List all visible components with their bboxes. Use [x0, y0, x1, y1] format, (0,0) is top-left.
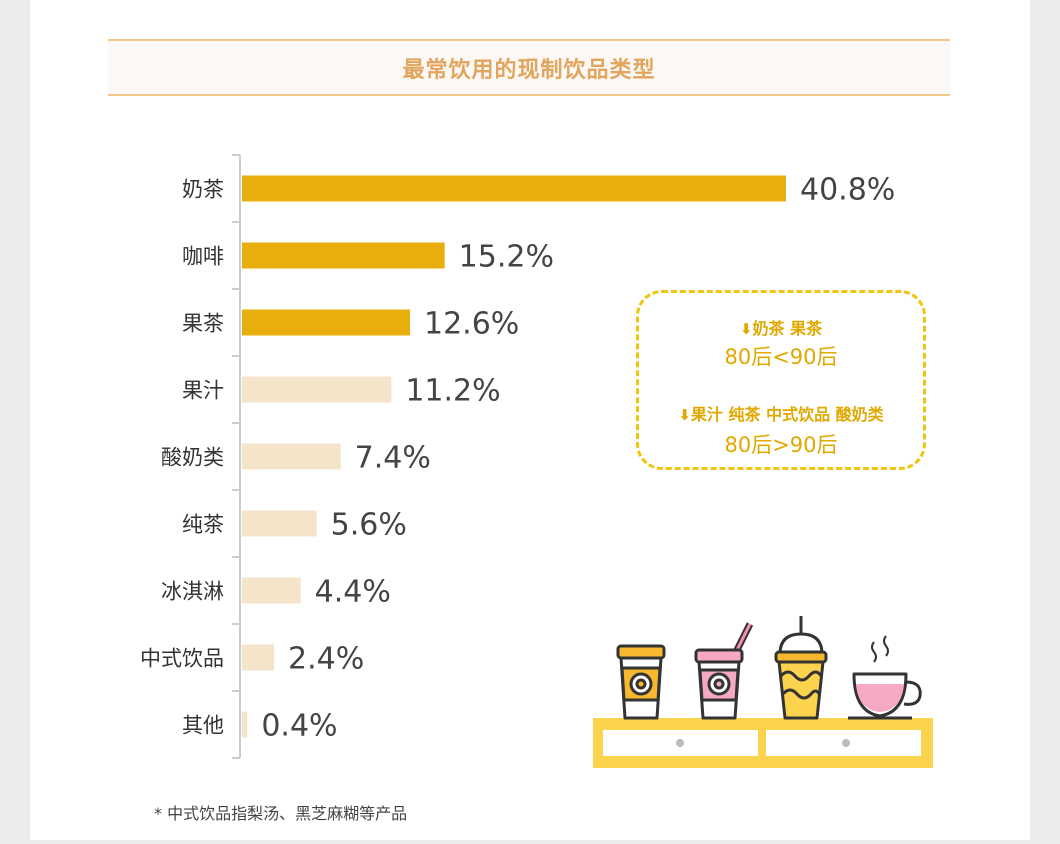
bar-4	[242, 376, 392, 403]
callout-text-1: 奶茶 果茶	[752, 319, 823, 338]
frappe-cup-icon	[774, 616, 828, 720]
bar-9	[242, 711, 248, 738]
value-label: 4.4%	[315, 575, 391, 610]
category-label: 其他	[182, 714, 224, 738]
category-label: 中式饮品	[140, 647, 224, 671]
callout-line-2: 80后<90后	[724, 345, 838, 369]
coffee-cup-icon	[616, 644, 666, 720]
bar-1	[242, 175, 786, 202]
down-arrow-icon: ⬇	[678, 406, 691, 424]
down-arrow-icon: ⬇	[739, 320, 753, 338]
chart-title: 最常饮用的现制饮品类型	[402, 57, 656, 83]
value-label: 11.2%	[405, 374, 500, 409]
bar-7	[242, 577, 301, 604]
category-label: 果茶	[182, 312, 224, 336]
value-label: 7.4%	[355, 441, 431, 476]
generation-callout: ⬇奶茶 果茶 80后<90后 ⬇果汁 纯茶 中式饮品 酸奶类 80后>90后	[636, 290, 926, 470]
value-label: 15.2%	[459, 240, 554, 275]
tea-cup-icon	[848, 635, 922, 720]
category-label: 纯茶	[182, 513, 224, 537]
category-label: 咖啡	[182, 245, 224, 269]
callout-line-4: 80后>90后	[724, 433, 838, 457]
callout-line-1: ⬇奶茶 果茶	[639, 315, 923, 339]
bar-3	[242, 309, 410, 336]
drinks-illustration	[593, 616, 933, 768]
category-label: 冰淇淋	[161, 580, 224, 604]
shelf-icon	[593, 718, 933, 768]
chart-card: 最常饮用的现制饮品类型 奶茶 40.8% 咖啡 15.2% 果茶 12.6% 果汁 11.2%…	[30, 0, 1030, 840]
bar-5	[242, 443, 341, 470]
callout-line-3: ⬇果汁 纯茶 中式饮品 酸奶类	[639, 401, 923, 425]
value-label: 0.4%	[261, 709, 337, 744]
callout-text-3: 果汁 纯茶 中式饮品 酸奶类	[690, 405, 884, 424]
category-label: 酸奶类	[161, 446, 224, 470]
category-label: 果汁	[182, 379, 224, 403]
title-bar: 最常饮用的现制饮品类型	[108, 39, 950, 96]
category-label: 奶茶	[182, 178, 224, 202]
value-label: 5.6%	[331, 508, 407, 543]
value-label: 2.4%	[288, 642, 364, 677]
bar-2	[242, 242, 445, 269]
value-label: 40.8%	[800, 173, 895, 208]
value-label: 12.6%	[424, 307, 519, 342]
bubble-tea-cup-icon	[694, 622, 754, 720]
bar-6	[242, 510, 317, 537]
footnote: * 中式饮品指梨汤、黑芝麻糊等产品	[154, 804, 408, 823]
bar-8	[242, 644, 274, 671]
bar-chart: 奶茶 40.8% 咖啡 15.2% 果茶 12.6% 果汁 11.2% 酸奶类 7.4% 纯茶 5.6…	[140, 154, 895, 759]
